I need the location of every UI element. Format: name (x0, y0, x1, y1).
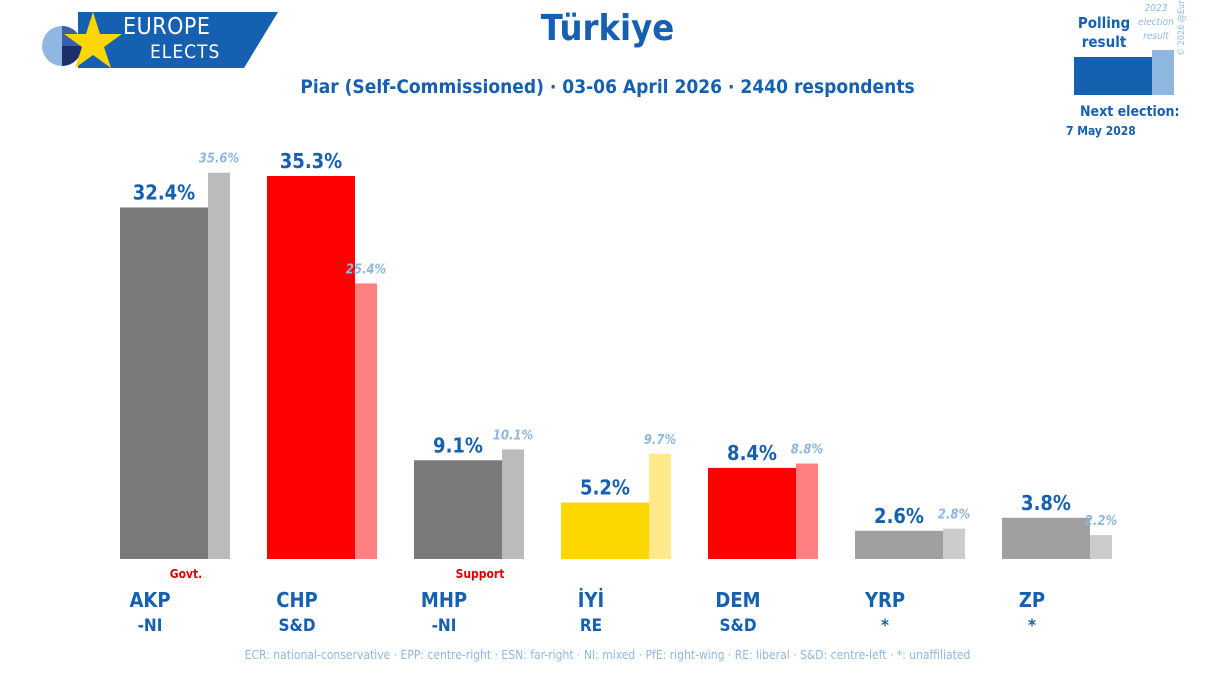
page-subtitle: Piar (Self-Commissioned) · 03-06 April 2… (300, 76, 915, 98)
legend-previous-swatch (1152, 50, 1174, 95)
poll-bar (561, 502, 649, 559)
previous-value-label: 25.4% (346, 262, 387, 277)
legend-polling-label: Polling result (1077, 14, 1131, 51)
previous-bar (796, 463, 818, 559)
europe-elects-logo: EUROPE ELECTS (38, 12, 278, 68)
previous-bar (1090, 535, 1112, 559)
footer-note: ECR: national-conservative · EPP: centre… (244, 648, 971, 662)
party-name-label: AKP (129, 588, 170, 612)
party-group-label: S&D (278, 616, 315, 636)
previous-bar (943, 528, 965, 559)
party-group-label: * (1028, 616, 1036, 636)
previous-bar (502, 449, 524, 559)
previous-value-label: 8.8% (791, 443, 824, 458)
coalition-status-label: Support (456, 567, 505, 581)
legend-polling-swatch (1074, 57, 1152, 95)
party-group-label: * (881, 616, 889, 636)
party-group-label: -NI (432, 616, 457, 636)
brand-line-2: ELECTS (150, 41, 221, 63)
poll-bar (120, 207, 208, 559)
poll-value-label: 3.8% (1021, 491, 1071, 515)
previous-bar (208, 172, 230, 560)
party-name-label: İYİ (578, 588, 604, 612)
poll-bar (414, 460, 502, 559)
party-group-label: -NI (138, 616, 163, 636)
poll-value-label: 35.3% (280, 149, 342, 173)
poll-value-label: 2.6% (874, 504, 924, 528)
party-group-label: RE (580, 616, 602, 636)
previous-bar (649, 453, 671, 559)
next-election-label: Next election: (1080, 104, 1180, 120)
poll-bar (708, 467, 796, 559)
next-election-date: 7 May 2028 (1066, 124, 1136, 138)
brand-line-1: EUROPE (123, 14, 211, 40)
poll-bar (1002, 517, 1090, 559)
previous-value-label: 35.6% (199, 152, 240, 167)
coalition-status-label: Govt. (170, 567, 203, 581)
poll-value-label: 32.4% (133, 180, 195, 204)
party-name-label: ZP (1019, 588, 1045, 612)
previous-value-label: 10.1% (493, 428, 534, 443)
legend: Polling result 2023 election result Next… (1060, 0, 1215, 150)
star-icon (64, 12, 122, 68)
party-name-label: CHP (276, 588, 317, 612)
poll-value-label: 9.1% (433, 433, 483, 457)
page-title: Türkiye (540, 8, 675, 49)
previous-value-label: 9.7% (644, 433, 677, 448)
previous-bar (355, 283, 377, 559)
poll-bar (855, 530, 943, 559)
party-name-label: DEM (715, 588, 760, 612)
poll-value-label: 5.2% (580, 476, 630, 500)
poll-value-label: 8.4% (727, 441, 777, 465)
party-name-label: YRP (864, 588, 905, 612)
previous-value-label: 2.8% (938, 508, 971, 523)
party-group-label: S&D (719, 616, 756, 636)
party-name-label: MHP (421, 588, 467, 612)
previous-value-label: 2.2% (1085, 514, 1118, 529)
legend-previous-label: 2023 election result (1138, 3, 1174, 42)
poll-bar (267, 175, 355, 559)
logo-graphic (42, 12, 278, 68)
